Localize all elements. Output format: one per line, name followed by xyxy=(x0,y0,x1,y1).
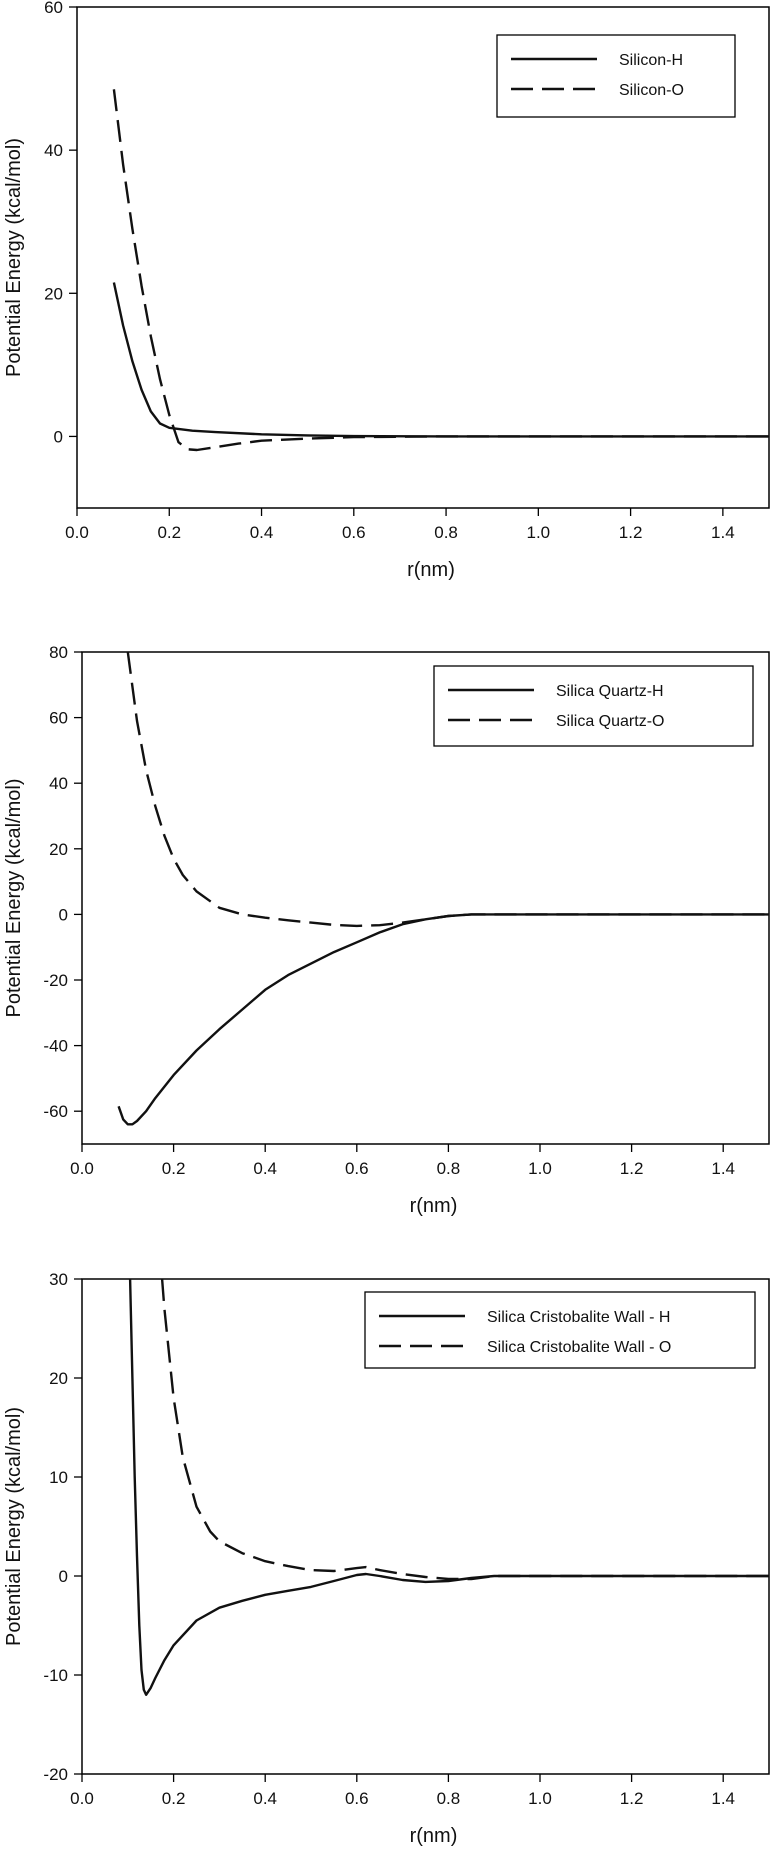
x-tick-label: 1.2 xyxy=(619,523,643,542)
x-tick-label: 1.0 xyxy=(527,523,551,542)
y-tick-label: 80 xyxy=(49,643,68,662)
legend: Silicon-H Silicon-O xyxy=(496,34,736,118)
y-tick-label: 0 xyxy=(59,905,68,924)
x-tick-label: 0.6 xyxy=(345,1789,369,1808)
legend-label: Silica Cristobalite Wall - H xyxy=(487,1309,670,1326)
y-tick-label: 0 xyxy=(59,1567,68,1586)
y-tick-label: -40 xyxy=(43,1037,68,1056)
x-tick-label: 1.2 xyxy=(620,1159,644,1178)
x-tick-label: 0.4 xyxy=(253,1159,277,1178)
x-tick-label: 1.2 xyxy=(620,1789,644,1808)
x-tick-label: 0.0 xyxy=(65,523,89,542)
x-tick-label: 1.4 xyxy=(711,1789,735,1808)
plot-frame xyxy=(76,6,770,509)
y-tick-label: -20 xyxy=(43,1765,68,1784)
x-tick-label: 1.4 xyxy=(711,523,735,542)
x-tick-label: 0.2 xyxy=(157,523,181,542)
series-line-silicon-o xyxy=(112,89,769,452)
series-line-silica-cristobalite-wall-h xyxy=(128,1279,769,1696)
legend: Silica Cristobalite Wall - H Silica Crist… xyxy=(364,1291,756,1369)
x-tick-label: 1.0 xyxy=(528,1789,552,1808)
chart-panel-3: 0.0 0.2 0.4 0.6 0.8 1.0 1.2 1.4 -20 -10 0 10 20 30 r(n… xyxy=(3,1270,770,1847)
series-line-silicon-h xyxy=(112,282,769,438)
x-tick-label: 0.6 xyxy=(342,523,366,542)
y-axis-title: Potential Energy (kcal/mol) xyxy=(3,779,25,1018)
x-tick-label: 1.4 xyxy=(711,1159,735,1178)
y-tick-label: 20 xyxy=(44,284,63,303)
legend-label: Silica Cristobalite Wall - O xyxy=(487,1339,671,1356)
legend-box xyxy=(496,34,736,118)
x-axis-title: r(nm) xyxy=(410,1195,458,1217)
y-tick-label: -60 xyxy=(43,1102,68,1121)
x-tick-label: 0.0 xyxy=(70,1789,94,1808)
x-tick-label: 0.8 xyxy=(437,1789,461,1808)
y-tick-label: 40 xyxy=(44,141,63,160)
legend: Silica Quartz-H Silica Quartz-O xyxy=(433,665,754,747)
x-tick-label: 0.4 xyxy=(250,523,274,542)
chart-panel-2: 0.0 0.2 0.4 0.6 0.8 1.0 1.2 1.4 -60 -40 -20 0 20 40 60… xyxy=(3,643,770,1217)
legend-label: Silica Quartz-H xyxy=(556,683,664,700)
y-tick-label: 20 xyxy=(49,840,68,859)
y-tick-label: 20 xyxy=(49,1369,68,1388)
x-tick-label: 0.6 xyxy=(345,1159,369,1178)
y-tick-label: -20 xyxy=(43,971,68,990)
legend-box xyxy=(364,1291,756,1369)
legend-box xyxy=(433,665,754,747)
x-tick-label: 0.2 xyxy=(162,1159,186,1178)
y-tick-label: 60 xyxy=(49,709,68,728)
chart-panel-1: 0.0 0.2 0.4 0.6 0.8 1.0 1.2 1.4 0 20 40 60 r(nm) Pote… xyxy=(3,0,770,581)
series-line-silica-quartz-o xyxy=(126,652,769,928)
series-line-silica-cristobalite-wall-o xyxy=(160,1279,769,1581)
series-line-silica-quartz-h xyxy=(117,913,769,1126)
y-tick-label: 40 xyxy=(49,774,68,793)
x-tick-label: 0.8 xyxy=(437,1159,461,1178)
plot-frame xyxy=(81,651,770,1145)
legend-label: Silica Quartz-O xyxy=(556,713,664,730)
legend-label: Silicon-O xyxy=(619,82,684,99)
x-tick-label: 0.0 xyxy=(70,1159,94,1178)
x-tick-label: 0.8 xyxy=(434,523,458,542)
x-tick-label: 1.0 xyxy=(528,1159,552,1178)
legend-label: Silicon-H xyxy=(619,52,683,69)
y-tick-label: 30 xyxy=(49,1270,68,1289)
y-tick-label: 60 xyxy=(44,0,63,17)
y-tick-label: 10 xyxy=(49,1468,68,1487)
y-axis-title: Potential Energy (kcal/mol) xyxy=(3,138,25,377)
x-tick-label: 0.4 xyxy=(253,1789,277,1808)
y-axis-title: Potential Energy (kcal/mol) xyxy=(3,1407,25,1646)
x-axis-title: r(nm) xyxy=(407,559,455,581)
x-axis-title: r(nm) xyxy=(410,1825,458,1847)
y-tick-label: -10 xyxy=(43,1666,68,1685)
y-tick-label: 0 xyxy=(54,427,63,446)
plot-frame xyxy=(81,1278,770,1775)
x-tick-label: 0.2 xyxy=(162,1789,186,1808)
